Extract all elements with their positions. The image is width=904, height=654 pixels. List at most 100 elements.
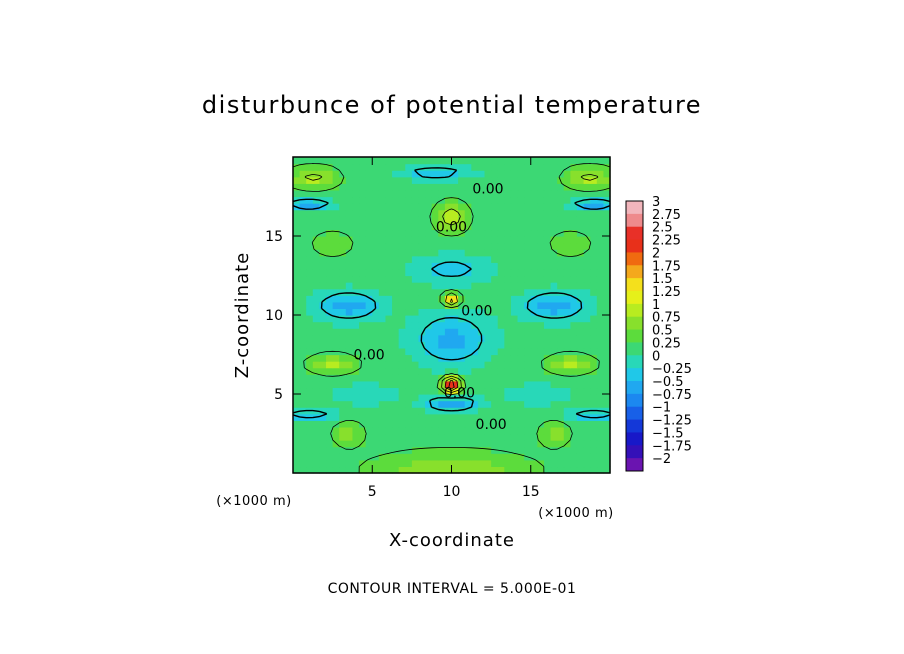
heatmap-cell <box>352 301 360 310</box>
heatmap-cell <box>398 334 406 342</box>
heatmap-cell <box>405 315 413 323</box>
heatmap-cell <box>365 222 373 231</box>
heatmap-cell <box>603 321 611 329</box>
heatmap-cell <box>576 249 585 257</box>
heatmap-cell <box>299 440 307 448</box>
heatmap-cell <box>471 433 479 441</box>
heatmap-cell <box>596 394 604 402</box>
heatmap-cell <box>458 446 466 454</box>
heatmap-cell <box>576 361 585 369</box>
heatmap-cell <box>537 242 545 250</box>
heatmap-cell <box>504 288 512 296</box>
heatmap-cell <box>359 367 367 375</box>
heatmap-cell <box>411 347 420 356</box>
heatmap-cell <box>418 374 426 382</box>
heatmap-cell <box>378 407 387 415</box>
heatmap-cell <box>372 282 380 290</box>
heatmap-cell <box>392 255 400 263</box>
heatmap-cell <box>418 407 426 415</box>
heatmap-cell <box>517 176 525 184</box>
heatmap-cell <box>464 347 472 356</box>
heatmap-cell <box>458 341 466 349</box>
heatmap-cell <box>570 459 578 468</box>
heatmap-cell <box>372 354 380 362</box>
heatmap-cell <box>570 282 578 290</box>
heatmap-cell <box>352 209 360 217</box>
heatmap-cell <box>339 295 347 303</box>
heatmap-cell <box>484 262 492 270</box>
heatmap-cell <box>504 157 512 165</box>
heatmap-cell <box>464 301 472 310</box>
heatmap-cell <box>299 400 307 408</box>
heatmap-cell <box>293 413 301 421</box>
heatmap-cell <box>332 242 340 250</box>
heatmap-cell <box>543 400 552 408</box>
heatmap-cell <box>378 400 387 408</box>
heatmap-cell <box>444 354 453 362</box>
heatmap-cell <box>484 380 492 389</box>
heatmap-cell <box>339 413 347 421</box>
heatmap-cell <box>345 157 354 165</box>
heatmap-cell <box>444 288 453 296</box>
heatmap-cell <box>293 328 301 336</box>
heatmap-cell <box>510 367 519 375</box>
heatmap-cell <box>484 407 492 415</box>
heatmap-cell <box>576 196 585 204</box>
heatmap-cell <box>431 203 439 211</box>
heatmap-cell <box>418 203 426 211</box>
heatmap-cell <box>537 203 545 211</box>
heatmap-cell <box>326 308 334 316</box>
heatmap-cell <box>345 170 354 178</box>
heatmap-cell <box>603 157 611 165</box>
heatmap-cell <box>345 440 354 448</box>
heatmap-cell <box>570 433 578 441</box>
heatmap-cell <box>299 367 307 375</box>
heatmap-cell <box>411 176 420 184</box>
heatmap-cell <box>339 426 347 435</box>
heatmap-cell <box>477 249 486 257</box>
colorbar-label: 1.5 <box>652 272 673 287</box>
heatmap-cell <box>319 249 327 257</box>
heatmap-cell <box>497 400 505 408</box>
heatmap-cell <box>504 295 512 303</box>
heatmap-cell <box>398 209 406 217</box>
heatmap-cell <box>504 459 512 468</box>
heatmap-cell <box>306 262 314 270</box>
heatmap-cell <box>345 163 354 171</box>
heatmap-cell <box>392 380 400 389</box>
heatmap-cell <box>359 400 367 408</box>
heatmap-cell <box>411 367 420 375</box>
heatmap-cell <box>543 328 552 336</box>
heatmap-cell <box>293 315 301 323</box>
heatmap-cell <box>352 216 360 224</box>
heatmap-cell <box>477 209 486 217</box>
heatmap-cell <box>385 249 393 257</box>
heatmap-cell <box>431 453 439 461</box>
heatmap-cell <box>504 282 512 290</box>
heatmap-cell <box>603 400 611 408</box>
heatmap-cell <box>418 341 426 349</box>
heatmap-cell <box>603 440 611 448</box>
heatmap-cell <box>431 183 439 191</box>
heatmap-cell <box>326 288 334 296</box>
heatmap-cell <box>444 170 453 178</box>
heatmap-cell <box>405 407 413 415</box>
heatmap-cell <box>398 440 406 448</box>
heatmap-cell <box>339 222 347 231</box>
heatmap-cell <box>319 420 327 428</box>
heatmap-cell <box>570 229 578 237</box>
heatmap-cell <box>477 255 486 263</box>
heatmap-cell <box>510 374 519 382</box>
heatmap-cell <box>537 328 545 336</box>
heatmap-cell <box>319 308 327 316</box>
heatmap-cell <box>365 288 373 296</box>
heatmap-cell <box>596 268 604 277</box>
heatmap-cell <box>471 176 479 184</box>
heatmap-cell <box>425 176 433 184</box>
heatmap-cell <box>411 189 420 198</box>
heatmap-cell <box>444 347 453 356</box>
heatmap-cell <box>484 249 492 257</box>
heatmap-cell <box>458 222 466 231</box>
heatmap-cell <box>517 209 525 217</box>
